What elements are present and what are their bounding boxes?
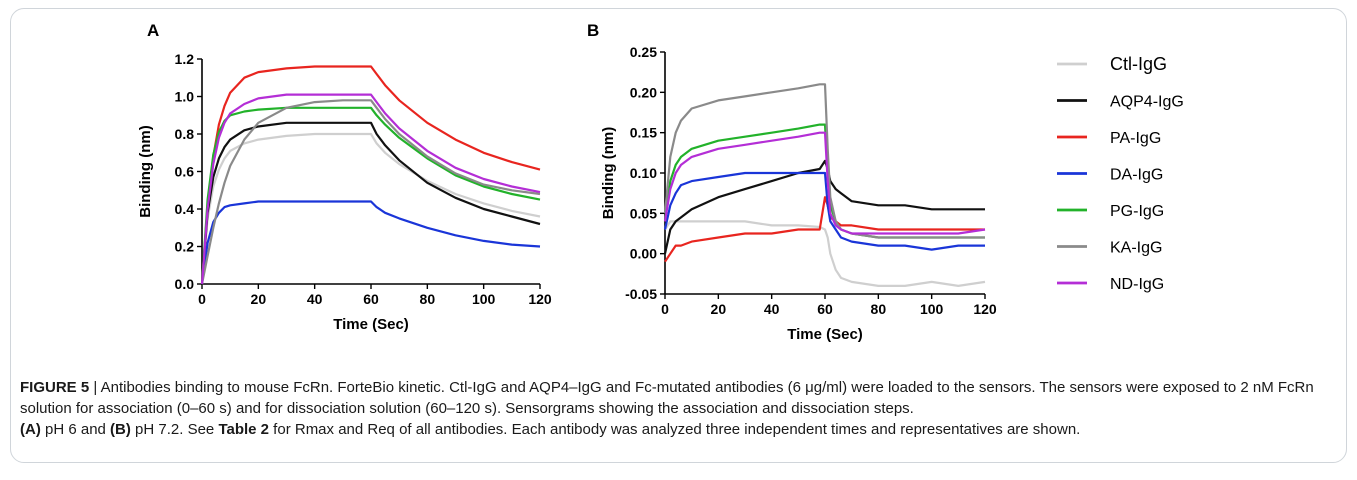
x-tick-label: 120 [528,291,552,307]
x-tick-label: 0 [198,291,206,307]
y-tick-label: 0.00 [630,246,657,262]
x-axis-title: Time (Sec) [787,326,863,343]
x-tick-label: 80 [871,301,887,317]
x-tick-label: 100 [920,301,944,317]
x-tick-label: 20 [711,301,727,317]
x-tick-label: 60 [363,291,379,307]
series-line-nd-igg [663,131,986,235]
caption-text-2: for Rmax and Req of all antibodies. Each… [269,421,1081,438]
y-tick-label: 0.05 [630,205,657,221]
caption-figure-label: FIGURE 5 [20,379,90,396]
x-tick-label: 40 [307,291,323,307]
y-tick-label: 0.20 [630,84,657,100]
x-axis-title: Time (Sec) [333,316,409,333]
series-line-da-igg [200,200,541,285]
x-tick-label: 60 [817,301,833,317]
panel-label: A [147,21,159,40]
caption-separator: | [89,379,101,396]
series-line-da-igg [663,171,985,251]
panel-label: B [587,21,599,40]
y-tick-label: 0.8 [175,126,195,142]
series-line-pa-igg [664,196,985,263]
series-line-ka-igg [663,83,985,239]
caption-panel-a-label: (A) [20,421,41,438]
chart-legend: Ctl-IgG AQP4-IgG PA-IgG DA-IgG PG-IgG KA-IgG N… [1057,54,1184,293]
figure-charts: A 0.0 0.2 0.4 0.6 0.8 1.0 1.2 0 20 40 60 80 100 120 Tim… [137,21,1184,343]
legend-label: PA-IgG [1110,130,1161,147]
x-tick-label: 20 [251,291,267,307]
figure-caption: FIGURE 5 | Antibodies binding to mouse F… [20,377,1340,440]
chart-panel-b: B -0.05 0.00 0.05 0.10 0.15 0.20 0.25 0 20 40 60 80 1… [587,21,997,343]
y-tick-label: 0.0 [175,276,195,292]
legend-label: Ctl-IgG [1110,54,1167,74]
series-line-nd-igg [200,93,541,285]
y-tick-label: 1.0 [175,89,195,105]
x-tick-label: 40 [764,301,780,317]
caption-panel-a-text: pH 6 and [40,421,111,438]
legend-label: DA-IgG [1110,167,1163,184]
y-axis-title: Binding (nm) [600,127,617,219]
chart-panel-a: A 0.0 0.2 0.4 0.6 0.8 1.0 1.2 0 20 40 60 80 100 120 Tim… [137,21,552,333]
series-line-aqp4-igg [200,121,541,285]
x-tick-label: 120 [973,301,997,317]
x-tick-label: 0 [661,301,669,317]
series-line-ctl-igg [664,220,986,287]
figure-frame [10,8,1347,463]
series-line-pg-igg [200,106,541,285]
y-axis-title: Binding (nm) [137,125,154,217]
y-tick-label: 0.2 [175,239,195,255]
y-tick-label: 0.6 [175,164,195,180]
legend-label: AQP4-IgG [1110,94,1184,111]
series-line-ka-igg [200,99,541,285]
y-tick-label: 1.2 [175,51,195,67]
series-line-aqp4-igg [663,159,985,254]
legend-label: PG-IgG [1110,203,1164,220]
y-tick-label: 0.4 [175,201,195,217]
x-tick-label: 100 [472,291,496,307]
caption-table-ref: Table 2 [218,421,270,438]
series-line-pa-igg [200,65,541,285]
legend-label: ND-IgG [1110,276,1164,293]
legend-label: KA-IgG [1110,240,1162,257]
caption-text-1: Antibodies binding to mouse FcRn. ForteB… [20,379,1314,417]
caption-panel-b-text: pH 7.2. See [130,421,219,438]
x-tick-label: 80 [420,291,436,307]
y-tick-label: 0.25 [630,44,657,60]
y-tick-label: 0.15 [630,125,657,141]
y-tick-label: -0.05 [625,286,657,302]
caption-panel-b-label: (B) [110,421,131,438]
series-line-ctl-igg [200,132,541,285]
y-tick-label: 0.10 [630,165,657,181]
